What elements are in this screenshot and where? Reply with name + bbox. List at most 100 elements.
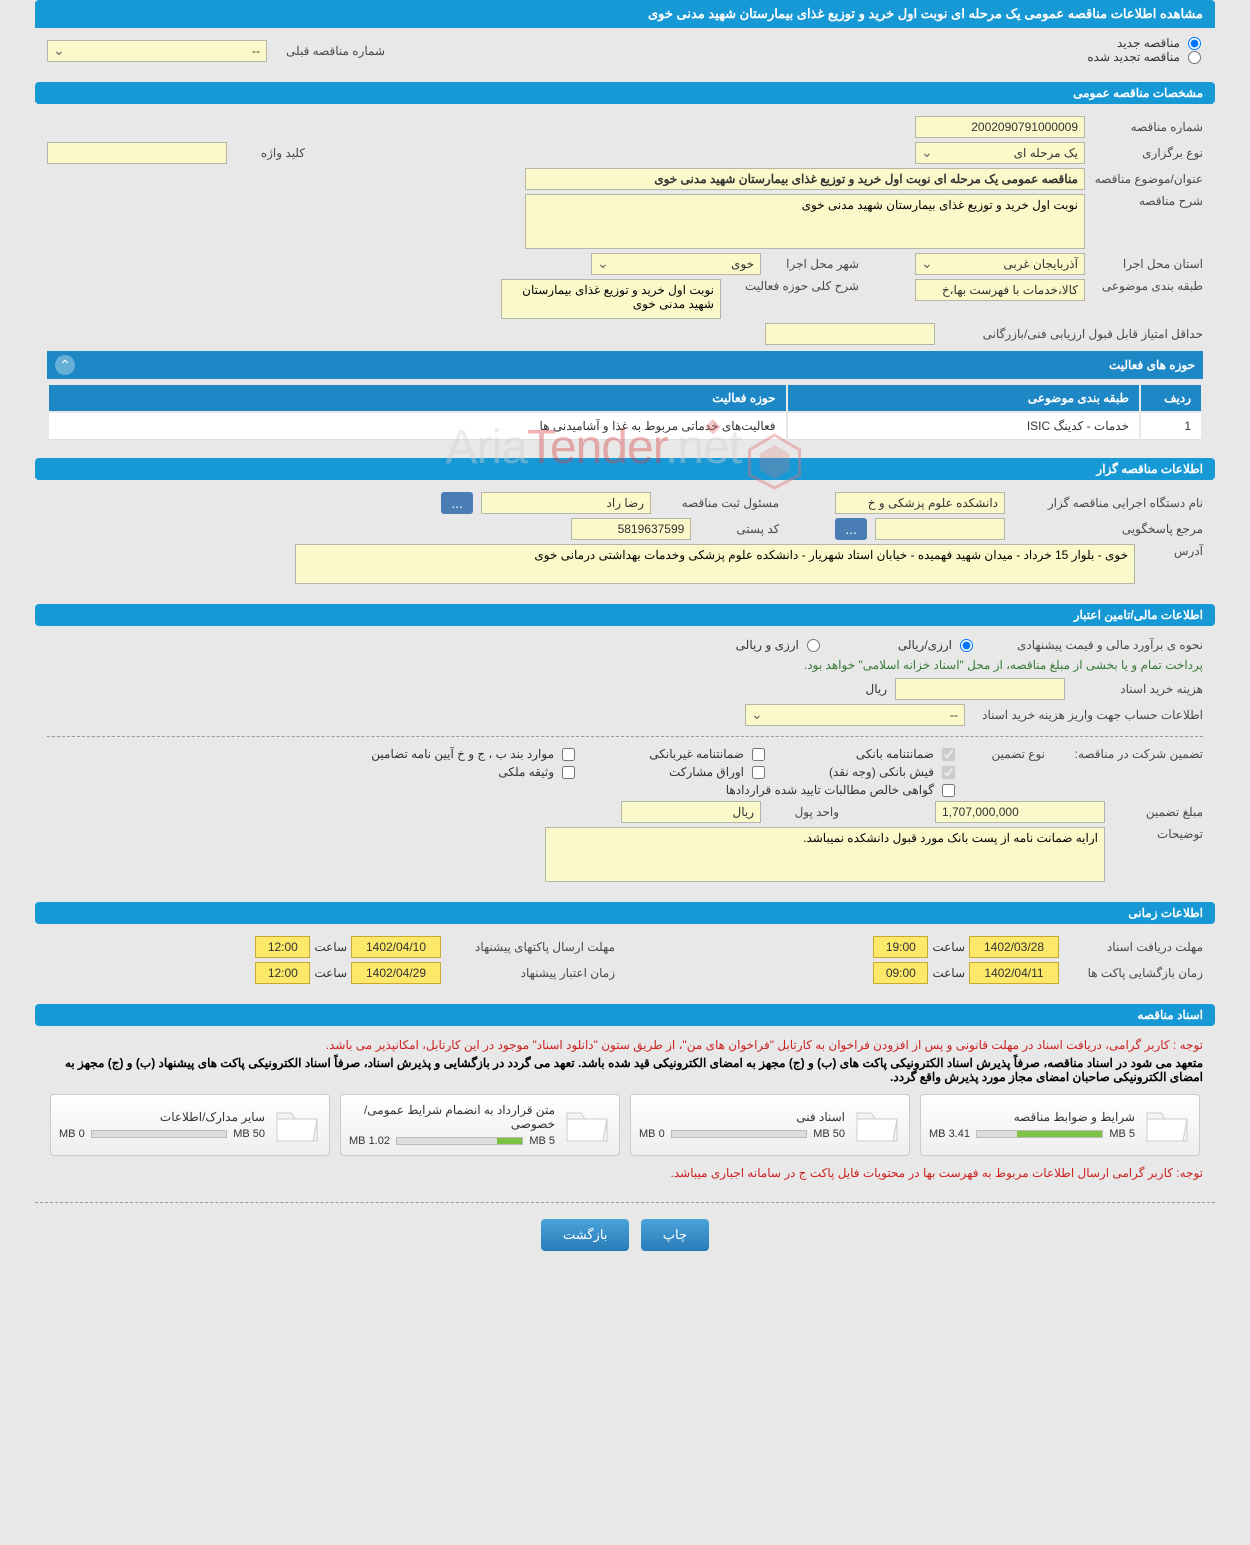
page-title: مشاهده اطلاعات مناقصه عمومی یک مرحله ای … [35, 0, 1215, 28]
file-card-other[interactable]: سایر مدارک/اطلاعات 50 MB 0 MB [50, 1094, 330, 1156]
select-account-info[interactable]: -- [745, 704, 965, 726]
field-unit: ریال [621, 801, 761, 823]
lbl-fish: فیش بانکی (وجه نقد) [829, 765, 934, 779]
field-class: کالا،خدمات با فهرست بها،خ [915, 279, 1085, 301]
field-reg-resp: رضا راد [481, 492, 651, 514]
field-keyword[interactable] [47, 142, 227, 164]
section-finance: اطلاعات مالی/تامین اعتبار [35, 604, 1215, 626]
radio-est-both[interactable] [807, 639, 820, 652]
chk-fish [942, 766, 955, 779]
section-general: مشخصات مناقصه عمومی [35, 82, 1215, 104]
print-button[interactable]: چاپ [641, 1219, 709, 1251]
chk-cert[interactable] [942, 784, 955, 797]
label-doc-fee: هزینه خرید اسناد [1073, 682, 1203, 696]
file-name: سایر مدارک/اطلاعات [59, 1110, 265, 1124]
table-row: 1 خدمات - کدینگ ISIC فعالیت‌های خدماتی م… [49, 413, 1201, 440]
label-desc: شرح مناقصه [1093, 194, 1203, 208]
lbl-nonbank-guarantee: ضمانتنامه غیربانکی [649, 747, 744, 761]
cell-row-no: 1 [1141, 413, 1201, 440]
label-reg-resp: مسئول ثبت مناقصه [659, 496, 779, 510]
folder-icon [853, 1105, 901, 1145]
label-hour: ساعت [314, 966, 347, 980]
file-cap: 50 MB [813, 1128, 845, 1140]
th-row: ردیف [1141, 385, 1201, 411]
chk-deed[interactable] [562, 766, 575, 779]
select-province[interactable]: آذربایجان غربی [915, 253, 1085, 275]
label-finance-notes: توضیحات [1113, 827, 1203, 841]
file-card-technical[interactable]: اسناد فنی 50 MB 0 MB [630, 1094, 910, 1156]
section-organizer: اطلاعات مناقصه گزار [35, 458, 1215, 480]
radio-est-rial[interactable] [960, 639, 973, 652]
lbl-bank-guarantee: ضمانتنامه بانکی [856, 747, 934, 761]
more-button[interactable]: ... [441, 492, 473, 514]
label-scope: شرح کلی حوزه فعالیت [729, 279, 859, 293]
date-validity: 1402/04/29 [351, 962, 441, 984]
lbl-cert: گواهی خالص مطالبات تایید شده قراردادها [726, 783, 934, 797]
file-used: 0 MB [639, 1128, 665, 1140]
time-envelope: 12:00 [255, 936, 310, 958]
label-guarantee-amount: مبلغ تضمین [1113, 805, 1203, 819]
textarea-desc[interactable] [525, 194, 1085, 249]
chk-bank-guarantee [942, 748, 955, 761]
textarea-finance-notes[interactable] [545, 827, 1105, 882]
file-used: 1.02 MB [349, 1135, 390, 1147]
label-class: طبقه بندی موضوعی [1093, 279, 1203, 293]
file-cap: 5 MB [529, 1135, 555, 1147]
select-type[interactable]: یک مرحله ای [915, 142, 1085, 164]
date-envelope: 1402/04/10 [351, 936, 441, 958]
field-exec-name: دانشکده علوم پزشکی و خ [835, 492, 1005, 514]
th-class: طبقه بندی موضوعی [788, 385, 1139, 411]
label-account-info: اطلاعات حساب جهت واریز هزینه خرید اسناد [973, 708, 1203, 722]
label-doc-deadline: مهلت دریافت اسناد [1063, 940, 1203, 954]
bar-fill [1017, 1131, 1102, 1137]
file-card-contract[interactable]: متن قرارداد به انضمام شرایط عمومی/خصوصی … [340, 1094, 620, 1156]
label-min-score: حداقل امتیاز قابل قبول ارزیابی فنی/بازرگ… [943, 327, 1203, 341]
lbl-bylaw: موارد بند ب ، ج و خ آیین نامه تضامین [371, 747, 554, 761]
collapse-activity-icon[interactable]: ⌃ [55, 355, 75, 375]
section-docs: اسناد مناقصه [35, 1004, 1215, 1026]
folder-icon [1143, 1105, 1191, 1145]
file-name: اسناد فنی [639, 1110, 845, 1124]
label-guarantee-type: نوع تضمین [965, 747, 1045, 761]
label-postal: کد پستی [699, 522, 779, 536]
chk-nonbank-guarantee[interactable] [752, 748, 765, 761]
label-est-rial: ارزی/ریالی [898, 638, 952, 652]
label-est-both: ارزی و ریالی [736, 638, 799, 652]
chk-securities[interactable] [752, 766, 765, 779]
folder-icon [563, 1105, 611, 1145]
file-card-conditions[interactable]: شرایط و ضوابط مناقصه 5 MB 3.41 MB [920, 1094, 1200, 1156]
activity-table: ردیف طبقه بندی موضوعی حوزه فعالیت 1 خدما… [47, 383, 1203, 442]
field-subject: مناقصه عمومی یک مرحله ای نوبت اول خرید و… [525, 168, 1085, 190]
radio-renewed-tender[interactable] [1188, 51, 1201, 64]
label-renewed-tender: مناقصه تجدید شده [1087, 50, 1180, 64]
select-city[interactable]: خوی [591, 253, 761, 275]
label-type: نوع برگزاری [1093, 146, 1203, 160]
textarea-address[interactable] [295, 544, 1135, 584]
back-button[interactable]: بازگشت [541, 1219, 629, 1251]
date-open: 1402/04/11 [969, 962, 1059, 984]
label-new-tender: مناقصه جدید [1117, 36, 1180, 50]
textarea-scope[interactable] [501, 279, 721, 319]
file-cap: 50 MB [233, 1128, 265, 1140]
lbl-securities: اوراق مشارکت [669, 765, 744, 779]
field-guarantee-amount: 1,707,000,000 [935, 801, 1105, 823]
label-open-envelopes: زمان بازگشایی پاکت ها [1063, 966, 1203, 980]
select-prev-tender-no[interactable]: -- [47, 40, 267, 62]
field-doc-fee[interactable] [895, 678, 1065, 700]
label-contact: مرجع پاسخگویی [1013, 522, 1203, 536]
activity-panel-title: حوزه های فعالیت [75, 358, 1195, 372]
label-prev-tender-no: شماره مناقصه قبلی [275, 44, 385, 58]
bar-fill [497, 1138, 522, 1144]
label-hour: ساعت [314, 940, 347, 954]
note-packet-c: توجه: کاربر گرامی ارسال اطلاعات مربوط به… [47, 1166, 1203, 1180]
field-min-score[interactable] [765, 323, 935, 345]
label-keyword: کلید واژه [235, 146, 305, 160]
field-contact[interactable] [875, 518, 1005, 540]
label-address: آدرس [1143, 544, 1203, 558]
chk-bylaw[interactable] [562, 748, 575, 761]
note-commitment: متعهد می شود در اسناد مناقصه، صرفاً پذیر… [47, 1056, 1203, 1084]
time-validity: 12:00 [255, 962, 310, 984]
radio-new-tender[interactable] [1188, 37, 1201, 50]
date-doc-deadline: 1402/03/28 [969, 936, 1059, 958]
contact-more-button[interactable]: ... [835, 518, 867, 540]
